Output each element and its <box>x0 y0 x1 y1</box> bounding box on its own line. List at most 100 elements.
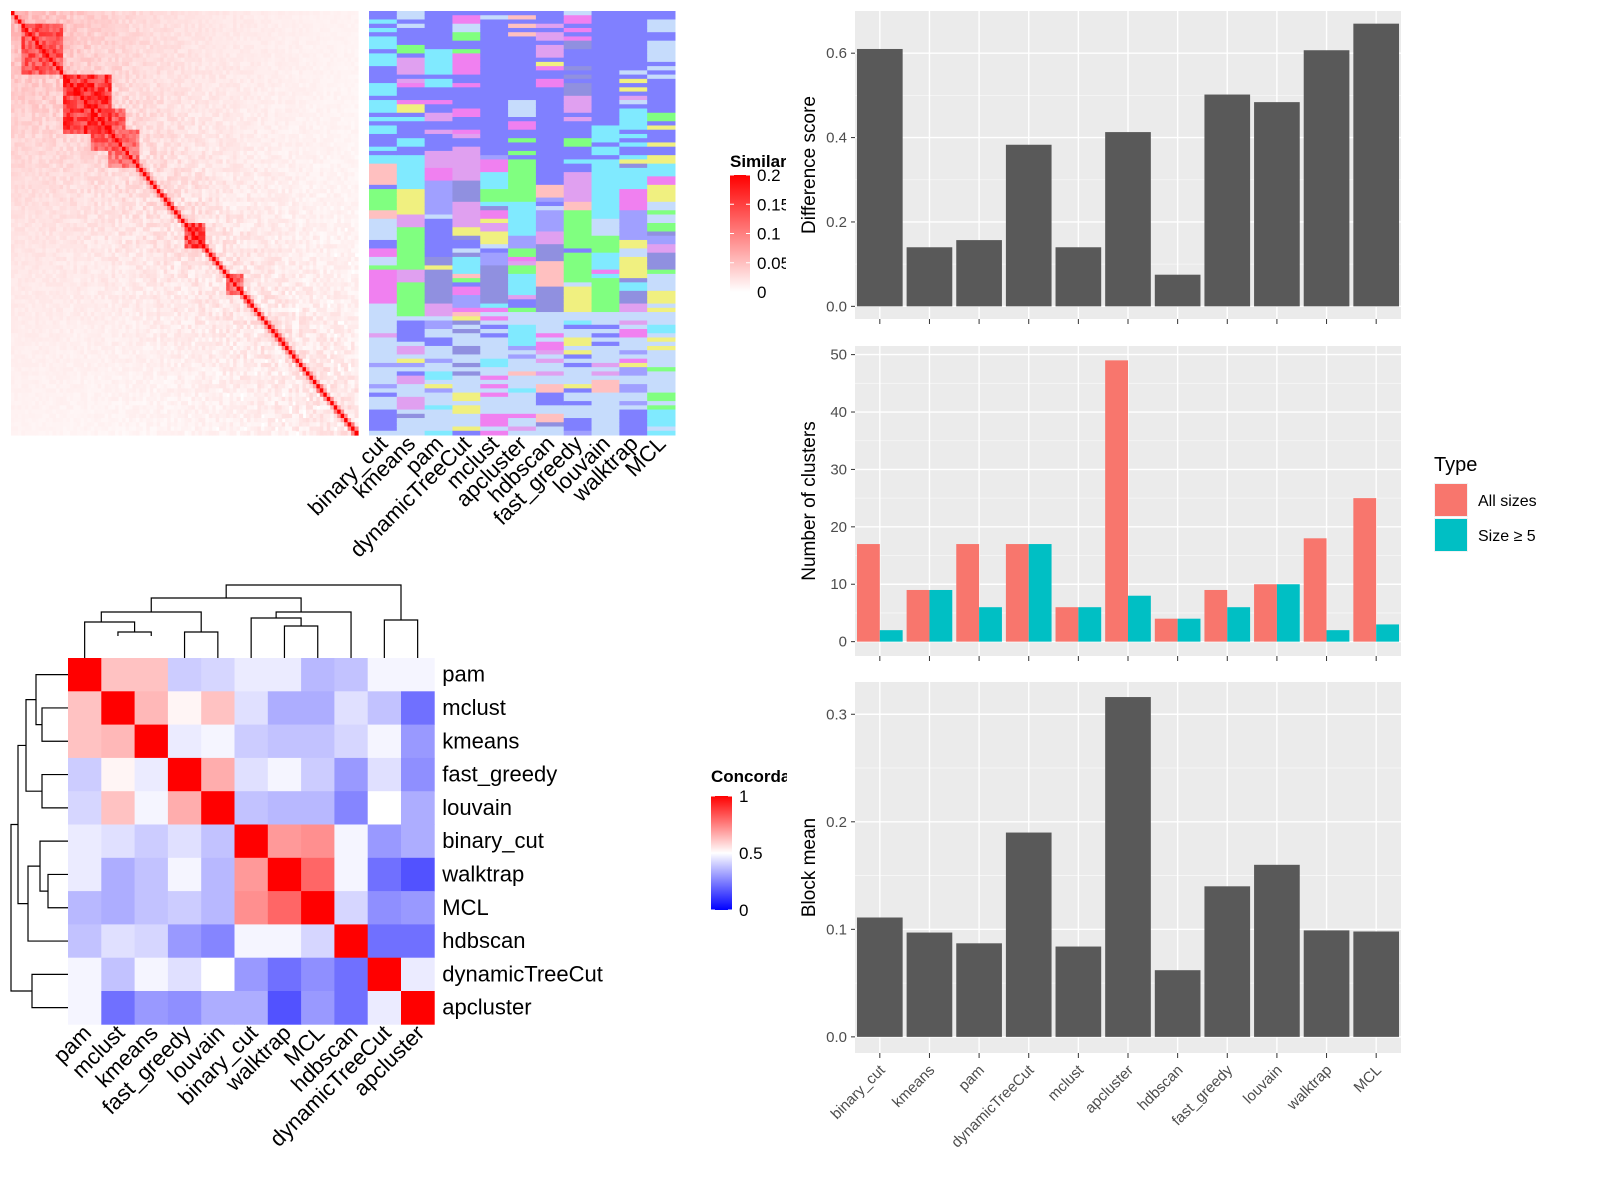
similarity-cell <box>122 15 127 21</box>
similarity-cell <box>24 155 29 160</box>
similarity-cell <box>87 146 92 152</box>
similarity-cell <box>354 129 359 135</box>
similarity-cell <box>101 53 106 59</box>
similarity-cell <box>83 146 88 152</box>
similarity-cell <box>177 66 182 71</box>
similarity-cell <box>344 44 349 50</box>
similarity-cell <box>243 163 248 169</box>
similarity-cell <box>191 23 196 29</box>
similarity-cell <box>14 210 19 216</box>
similarity-cell <box>174 172 179 177</box>
similarity-cell <box>278 189 283 194</box>
similarity-cell <box>167 87 172 93</box>
similarity-cell <box>80 163 85 169</box>
similarity-cell <box>14 159 19 165</box>
similarity-cell <box>56 193 61 199</box>
similarity-cell <box>205 78 210 84</box>
similarity-cell <box>309 95 314 101</box>
similarity-cell <box>326 155 331 160</box>
similarity-cell <box>59 138 64 144</box>
similarity-cell <box>11 193 16 199</box>
similarity-cell <box>122 197 127 203</box>
similarity-cell <box>208 36 213 42</box>
similarity-cell <box>271 32 276 38</box>
similarity-cell <box>181 100 186 105</box>
similarity-cell <box>142 184 147 190</box>
similarity-cell <box>160 201 165 207</box>
similarity-cell <box>128 44 134 50</box>
similarity-cell <box>139 150 144 156</box>
similarity-cell <box>66 155 71 160</box>
similarity-cell <box>201 180 206 186</box>
similarity-cell <box>212 142 217 148</box>
similarity-cell <box>326 100 331 105</box>
similarity-cell <box>250 83 255 88</box>
similarity-cell <box>90 210 95 216</box>
similarity-cell <box>11 201 16 207</box>
similarity-cell <box>156 19 161 25</box>
similarity-cell <box>115 129 120 135</box>
similarity-cell <box>118 206 123 211</box>
similarity-cell <box>139 214 144 220</box>
similarity-cell <box>333 163 338 169</box>
similarity-cell <box>260 57 265 63</box>
similarity-cell <box>333 23 338 29</box>
similarity-cell <box>337 167 342 173</box>
similarity-cell <box>101 138 106 144</box>
similarity-cell <box>274 129 279 135</box>
similarity-cell <box>295 218 300 224</box>
similarity-cell <box>288 117 293 122</box>
similarity-cell <box>344 201 349 207</box>
similarity-cell <box>250 104 255 110</box>
similarity-cell <box>170 61 175 67</box>
similarity-cell <box>326 83 331 88</box>
similarity-cell <box>340 150 345 156</box>
similarity-cell <box>49 53 54 59</box>
similarity-cell <box>240 218 245 224</box>
similarity-cell <box>76 100 81 105</box>
similarity-cell <box>215 53 220 59</box>
similarity-cell <box>28 193 33 199</box>
similarity-cell <box>344 66 349 71</box>
similarity-cell <box>153 176 158 182</box>
similarity-cell <box>253 117 258 122</box>
similarity-cell <box>194 53 199 59</box>
similarity-cell <box>187 193 193 199</box>
similarity-cell <box>208 129 213 135</box>
similarity-cell <box>31 180 36 186</box>
similarity-cell <box>35 87 40 93</box>
similarity-cell <box>243 40 248 46</box>
similarity-cell <box>163 23 168 29</box>
similarity-cell <box>181 32 186 38</box>
similarity-cell <box>24 36 29 42</box>
similarity-cell <box>83 32 88 38</box>
similarity-cell <box>215 117 220 122</box>
similarity-cell <box>285 197 290 203</box>
similarity-cell <box>292 112 297 118</box>
similarity-cell <box>299 121 304 127</box>
similarity-cell <box>281 32 286 38</box>
similarity-cell <box>76 95 81 101</box>
similarity-cell <box>194 201 199 207</box>
similarity-cell <box>83 15 88 21</box>
similarity-cell <box>198 61 203 67</box>
similarity-cell <box>264 104 269 110</box>
similarity-cell <box>101 83 106 88</box>
similarity-cell <box>122 27 127 33</box>
similarity-cell <box>240 155 245 160</box>
similarity-cell <box>174 61 179 67</box>
similarity-cell <box>257 193 262 199</box>
similarity-cell <box>274 146 279 152</box>
similarity-cell <box>274 27 279 33</box>
similarity-cell <box>260 78 265 84</box>
similarity-cell <box>274 11 279 16</box>
similarity-cell <box>323 112 328 118</box>
similarity-cell <box>181 129 186 135</box>
similarity-cell <box>122 78 127 84</box>
similarity-cell <box>316 40 321 46</box>
similarity-cell <box>181 133 186 139</box>
similarity-cell <box>66 78 71 84</box>
similarity-cell <box>139 36 144 42</box>
similarity-cell <box>31 95 36 101</box>
similarity-cell <box>163 15 168 21</box>
